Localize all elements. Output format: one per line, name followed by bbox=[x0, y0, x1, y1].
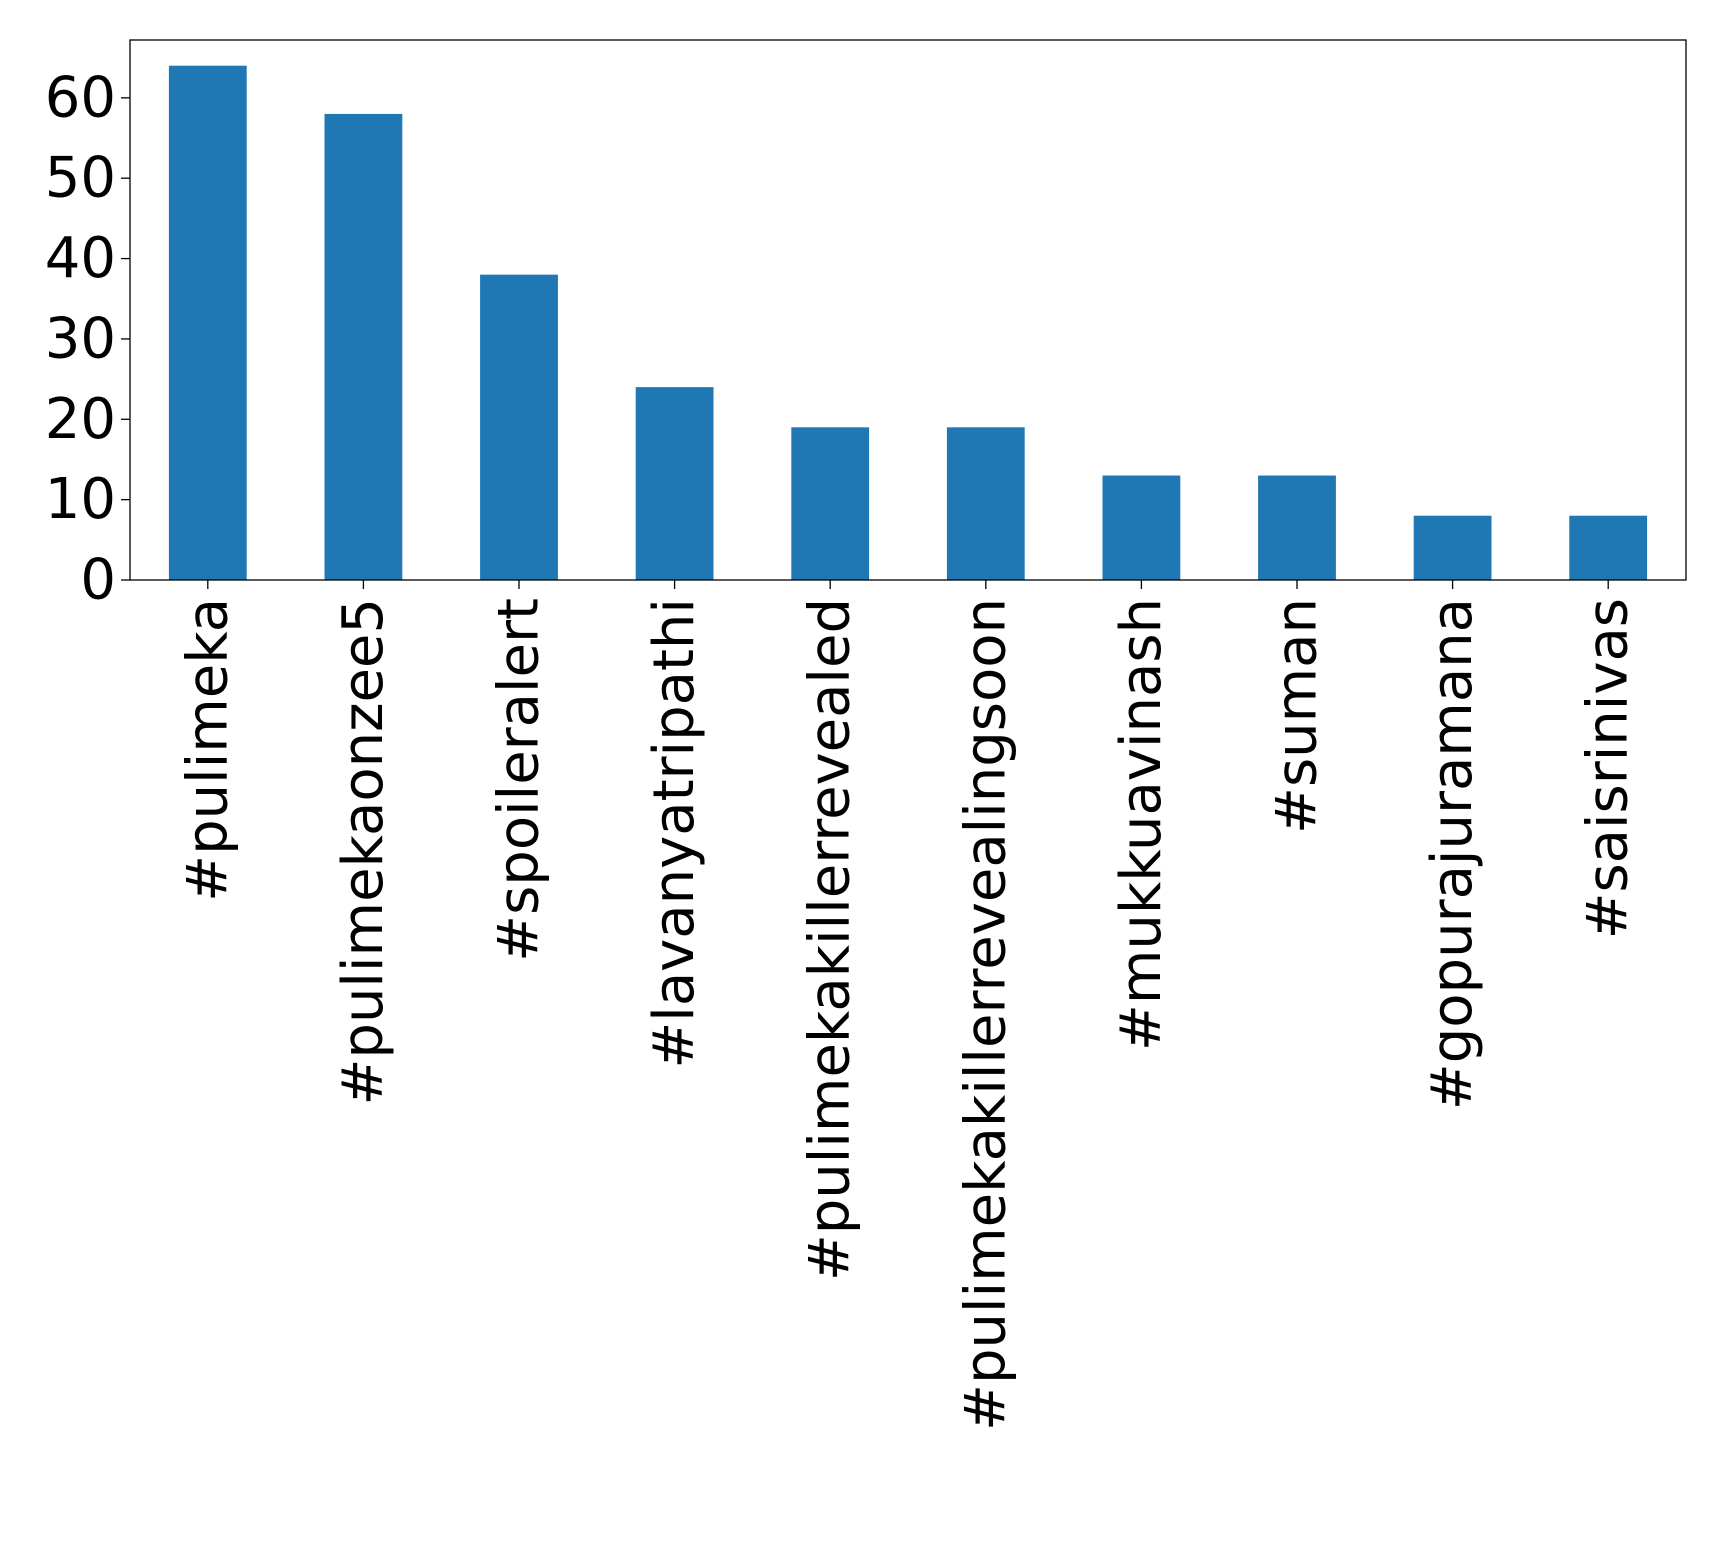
bar-0 bbox=[168, 65, 247, 580]
y-tick-label-5: 50 bbox=[45, 146, 116, 211]
bar-3 bbox=[635, 387, 714, 580]
x-tick-label-8: #gopurajuramana bbox=[1420, 598, 1485, 1110]
y-tick-label-0: 0 bbox=[80, 548, 116, 613]
x-tick-label-5: #pulimekakillerrevealingsoon bbox=[953, 598, 1018, 1431]
bars-layer bbox=[168, 65, 1648, 580]
bar-7 bbox=[1258, 475, 1336, 580]
x-tick-label-3: #lavanyatripathi bbox=[642, 598, 707, 1069]
x-tick-label-7: #suman bbox=[1265, 598, 1330, 834]
bar-4 bbox=[791, 427, 870, 580]
bar-9 bbox=[1569, 515, 1648, 580]
x-axis: #pulimeka #pulimekaonzee5 #spoileralert #la… bbox=[175, 580, 1641, 1431]
y-tick-label-3: 30 bbox=[45, 306, 116, 371]
bar-5 bbox=[946, 427, 1025, 580]
plot-frame bbox=[129, 39, 1687, 581]
bar-8 bbox=[1413, 515, 1492, 580]
x-tick-label-6: #mukkuavinash bbox=[1109, 598, 1174, 1051]
x-tick-label-1: #pulimekaonzee5 bbox=[331, 598, 396, 1106]
y-tick-label-2: 20 bbox=[45, 387, 116, 452]
x-tick-label-4: #pulimekakillerrevealed bbox=[798, 598, 863, 1281]
bar-2 bbox=[480, 274, 558, 580]
bar-6 bbox=[1102, 475, 1181, 580]
x-tick-label-9: #saisrinivas bbox=[1576, 598, 1641, 939]
y-tick-label-1: 10 bbox=[45, 467, 116, 532]
y-tick-label-4: 40 bbox=[45, 226, 116, 291]
x-tick-label-2: #spoileralert bbox=[487, 598, 552, 962]
x-tick-label-0: #pulimeka bbox=[175, 598, 240, 902]
y-tick-label-6: 60 bbox=[45, 65, 116, 130]
y-axis: 0 10 20 30 40 50 60 bbox=[45, 65, 130, 613]
bar-1 bbox=[324, 113, 403, 580]
